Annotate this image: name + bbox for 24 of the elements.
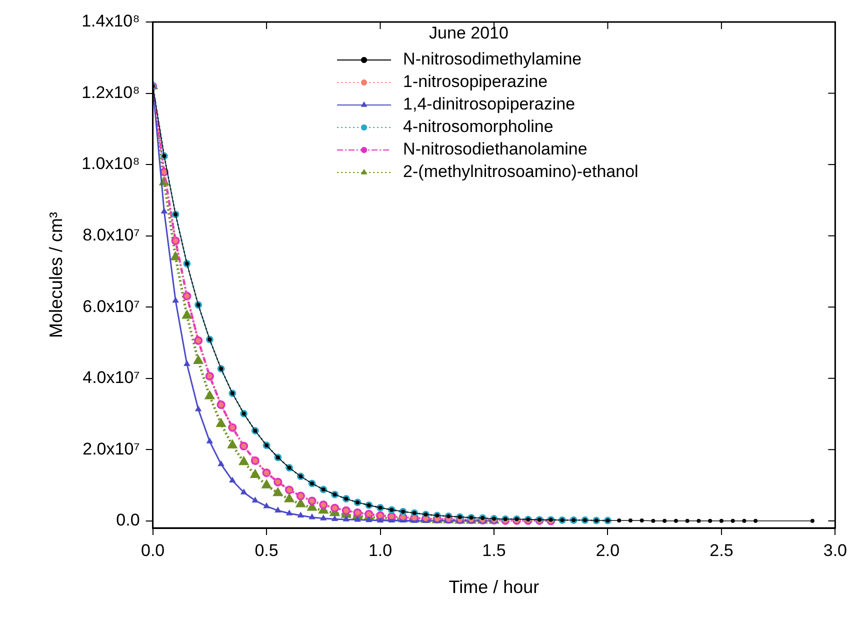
x-tick-label: 0.0: [140, 540, 165, 560]
x-tick-label: 0.5: [254, 540, 278, 560]
x-tick-label: 1.5: [482, 540, 506, 560]
y-tick-label: 4.0x10⁷: [82, 368, 140, 388]
x-tick-label: 3.0: [823, 540, 848, 560]
legend-label: 1-nitrosopiperazine: [403, 72, 548, 92]
y-tick-label: 1.0x10⁸: [82, 154, 140, 174]
y-tick-label: 0.0: [116, 510, 140, 530]
legend-label: 1,4-dinitrosopiperazine: [403, 94, 576, 114]
legend-label: N-nitrosodimethylamine: [403, 50, 582, 69]
y-axis-title: Molecules / cm³: [46, 212, 66, 338]
legend-label: 2-(methylnitrosoamino)-ethanol: [403, 162, 638, 182]
x-axis-title: Time / hour: [448, 577, 540, 598]
y-tick-label: 1.4x10⁸: [82, 12, 140, 31]
y-tick-label: 1.2x10⁸: [82, 82, 140, 102]
y-tick-label: 8.0x10⁷: [82, 225, 140, 244]
y-tick-label: 6.0x10⁷: [82, 296, 140, 316]
legend-label: 4-nitrosomorpholine: [403, 117, 554, 136]
legend-title: June 2010: [429, 24, 508, 43]
y-tick-label: 2.0x10⁷: [82, 439, 140, 458]
x-tick-label: 2.0: [596, 540, 620, 560]
x-tick-label: 2.5: [710, 540, 734, 560]
legend-label: N-nitrosodiethanolamine: [403, 140, 588, 159]
x-tick-label: 1.0: [368, 540, 392, 560]
